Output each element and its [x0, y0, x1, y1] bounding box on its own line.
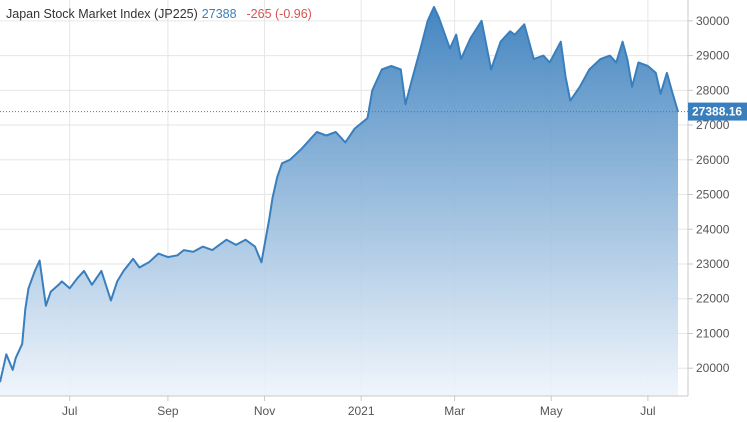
y-tick-label: 29000 — [696, 49, 730, 63]
series-line — [0, 5, 679, 383]
series-line-path — [0, 5, 679, 383]
y-tick-label: 28000 — [696, 83, 730, 97]
y-tick-label: 23000 — [696, 257, 730, 271]
y-tick-label: 25000 — [696, 188, 730, 202]
y-tick-label: 22000 — [696, 292, 730, 306]
x-tick-label: Mar — [444, 404, 465, 418]
ticker-price: 27388 — [202, 7, 237, 21]
x-tick-label: Jul — [62, 404, 77, 418]
x-tick-label: May — [540, 404, 563, 418]
chart-header: Japan Stock Market Index (JP225) 27388 -… — [6, 7, 312, 21]
y-tick-label: 24000 — [696, 222, 730, 236]
last-value-label: 27388.16 — [692, 105, 742, 119]
last-value-marker: 27388.16 — [0, 102, 747, 121]
ticker-name: Japan Stock Market Index (JP225) — [6, 7, 198, 21]
y-tick-label: 30000 — [696, 14, 730, 28]
y-tick-label: 27000 — [696, 118, 730, 132]
y-tick-labels: 20000 21000 22000 23000 24000 25000 26000 27000… — [688, 14, 730, 375]
series-area — [0, 6, 678, 397]
ticker-change: -265 (-0.96) — [247, 7, 312, 21]
x-tick-label: Jul — [640, 404, 655, 418]
y-tick-label: 20000 — [696, 361, 730, 375]
last-value-badge — [688, 102, 747, 121]
x-tick-labels: Jul Sep Nov 2021 Mar May Jul — [62, 396, 656, 418]
y-tick-label: 21000 — [696, 326, 730, 340]
x-tick-label: 2021 — [348, 404, 375, 418]
axes — [0, 0, 689, 397]
area-fill — [0, 6, 678, 397]
x-tick-label: Sep — [157, 404, 179, 418]
x-tick-label: Nov — [254, 404, 275, 418]
y-tick-label: 26000 — [696, 153, 730, 167]
